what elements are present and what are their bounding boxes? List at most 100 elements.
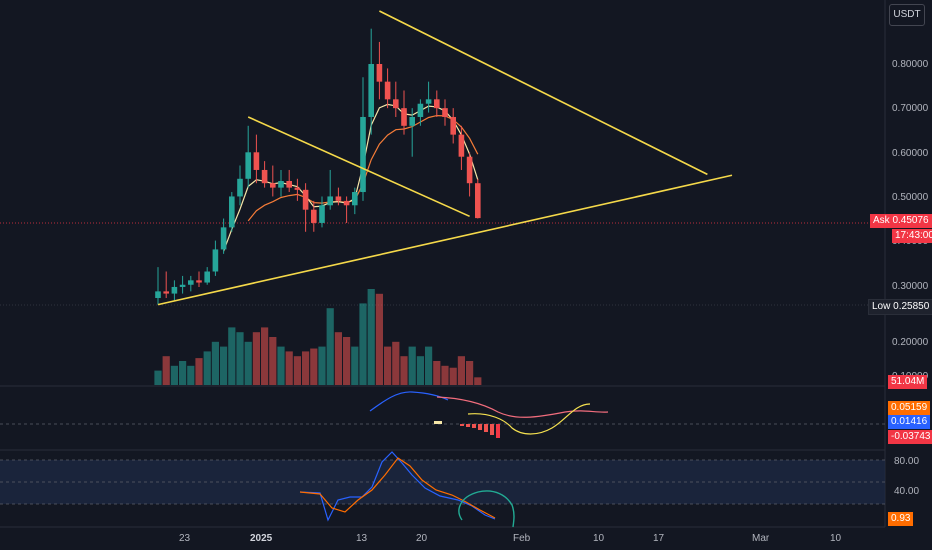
volume-bar — [310, 348, 318, 385]
trendlines[interactable] — [157, 10, 733, 306]
currency-button[interactable]: USDT — [889, 4, 925, 26]
time-label: 13 — [356, 533, 368, 544]
ask-label: Ask — [873, 215, 890, 226]
candle — [425, 81, 432, 113]
volume-bar — [236, 332, 244, 385]
macd-hist-bar — [478, 424, 482, 430]
macd-hist-tag: -0.03743 — [888, 430, 932, 444]
trendline-support[interactable] — [157, 174, 733, 306]
candle-body — [163, 291, 169, 294]
volume-bar — [474, 377, 482, 385]
volume-bar — [384, 346, 392, 385]
time-label: 10 — [830, 533, 842, 544]
candle — [360, 77, 366, 201]
ask-tag: Ask 0.45076 — [870, 214, 932, 228]
candle-body — [376, 64, 383, 82]
candle-body — [319, 205, 325, 223]
volume-bar — [162, 356, 170, 385]
volume-bar — [408, 346, 416, 385]
countdown-tag: 17:43:00 — [892, 229, 932, 243]
candle — [475, 178, 481, 219]
price-tick: 0.70000 — [892, 103, 929, 114]
volume-bar — [441, 365, 449, 385]
candle-body — [442, 108, 448, 117]
volume-bar — [220, 346, 228, 385]
moving-averages — [223, 103, 479, 252]
candle — [270, 165, 276, 197]
macd-hist-bar — [484, 424, 488, 432]
volume-bar — [179, 361, 187, 385]
volume-tag: 51.04M — [888, 375, 928, 389]
volume-bar — [359, 303, 367, 385]
volume-bar — [425, 346, 433, 385]
candle-body — [188, 280, 194, 285]
volume-bar — [302, 351, 310, 385]
trendline-upper-resistance[interactable] — [379, 10, 708, 176]
candle-body — [311, 209, 317, 223]
candle — [196, 271, 202, 287]
candle-body — [204, 271, 210, 283]
candle — [450, 108, 456, 144]
candle-body — [196, 280, 202, 283]
candle — [311, 200, 317, 232]
candle-body — [393, 99, 399, 109]
macd-line — [369, 391, 449, 412]
candle — [466, 152, 473, 197]
stoch-tick: 40.00 — [894, 486, 919, 497]
candle-body — [286, 180, 292, 188]
candle-body — [434, 99, 440, 109]
candle — [253, 134, 260, 184]
candle — [229, 192, 235, 232]
volume-bar — [375, 293, 383, 385]
low-tag: Low 0.25850 — [868, 299, 932, 315]
trendline-lower-resistance[interactable] — [247, 116, 470, 218]
volume-bar — [195, 358, 203, 385]
candle-body — [278, 180, 284, 188]
candle — [376, 41, 383, 100]
volume-bar — [269, 337, 277, 385]
volume-bar — [466, 361, 474, 385]
price-tick: 0.20000 — [892, 337, 929, 348]
candle-body — [253, 152, 260, 170]
candle — [401, 90, 407, 135]
candlesticks — [155, 28, 481, 305]
time-label: 2025 — [250, 533, 273, 544]
candle-body — [155, 291, 161, 298]
macd-tag-2: 0.01416 — [888, 415, 931, 429]
candle-body — [237, 178, 243, 197]
candle-body — [302, 189, 309, 210]
candle — [302, 183, 309, 232]
candle-body — [245, 152, 251, 179]
time-label: Mar — [752, 533, 770, 544]
candle — [245, 125, 251, 188]
volume-bar — [351, 346, 359, 385]
volume-bar — [367, 289, 375, 385]
volume-bar — [334, 332, 342, 385]
time-axis: 23 2025 13 20 Feb 10 17 Mar 10 — [179, 533, 842, 544]
candle-body — [475, 183, 481, 219]
volume-bar — [400, 356, 408, 385]
volume-bar — [203, 351, 211, 385]
candle-body — [409, 116, 415, 126]
candle — [352, 187, 358, 215]
candle — [171, 280, 178, 301]
candle — [343, 196, 350, 223]
stoch-tick: 80.00 — [894, 456, 919, 467]
candle — [442, 99, 448, 126]
candle — [417, 99, 424, 126]
stoch-pane — [299, 451, 515, 528]
macd-hist-bar — [460, 424, 464, 426]
volume-bar — [170, 365, 178, 385]
volume-bar — [228, 327, 236, 385]
stoch-extra-line — [458, 490, 515, 528]
candle — [278, 169, 284, 197]
volume-bars — [154, 289, 482, 385]
volume-bar — [211, 341, 219, 385]
price-tick: 0.60000 — [892, 148, 929, 159]
candle-body — [212, 249, 219, 272]
volume-bar — [392, 341, 400, 385]
stoch-d-line — [299, 457, 496, 519]
volume-bar — [261, 327, 269, 385]
candle-body — [343, 200, 350, 206]
